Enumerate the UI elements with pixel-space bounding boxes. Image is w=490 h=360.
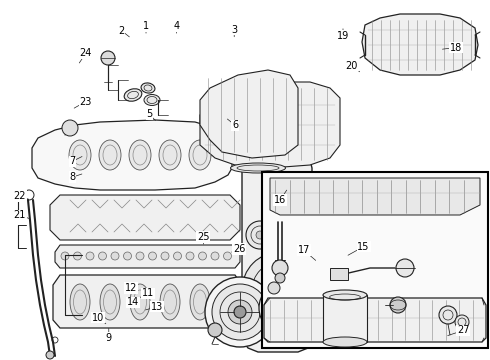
Circle shape xyxy=(173,252,181,260)
Text: 18: 18 xyxy=(450,42,462,53)
Circle shape xyxy=(161,252,169,260)
Polygon shape xyxy=(55,245,240,268)
Text: 5: 5 xyxy=(147,109,152,120)
Circle shape xyxy=(123,252,131,260)
Bar xyxy=(262,172,488,348)
Polygon shape xyxy=(200,70,298,158)
Circle shape xyxy=(228,300,252,324)
Text: 7: 7 xyxy=(70,156,75,166)
Text: 8: 8 xyxy=(70,172,75,182)
Ellipse shape xyxy=(124,89,142,101)
Text: 11: 11 xyxy=(142,288,154,298)
Text: 19: 19 xyxy=(337,31,349,41)
Ellipse shape xyxy=(129,140,151,170)
Text: 14: 14 xyxy=(127,297,140,307)
Polygon shape xyxy=(264,298,486,342)
Circle shape xyxy=(208,323,222,337)
Bar xyxy=(330,268,348,280)
Circle shape xyxy=(198,252,206,260)
Polygon shape xyxy=(32,120,232,190)
Ellipse shape xyxy=(323,337,367,347)
Polygon shape xyxy=(53,275,242,328)
Text: 4: 4 xyxy=(173,21,179,31)
Circle shape xyxy=(101,51,115,65)
Text: 25: 25 xyxy=(197,232,210,242)
Text: 17: 17 xyxy=(297,245,310,255)
Circle shape xyxy=(211,252,219,260)
Circle shape xyxy=(74,252,81,260)
Circle shape xyxy=(286,213,310,237)
Ellipse shape xyxy=(190,284,210,320)
Text: 3: 3 xyxy=(231,24,237,35)
Circle shape xyxy=(396,259,414,277)
Text: 10: 10 xyxy=(92,312,104,323)
Text: 27: 27 xyxy=(457,325,469,336)
Circle shape xyxy=(262,272,298,308)
Ellipse shape xyxy=(160,284,180,320)
Circle shape xyxy=(212,284,268,340)
Circle shape xyxy=(111,252,119,260)
Circle shape xyxy=(61,252,69,260)
Ellipse shape xyxy=(69,140,91,170)
Circle shape xyxy=(136,252,144,260)
Ellipse shape xyxy=(230,163,286,173)
Circle shape xyxy=(390,297,406,313)
Circle shape xyxy=(186,252,194,260)
Circle shape xyxy=(273,296,297,320)
Circle shape xyxy=(268,282,280,294)
Ellipse shape xyxy=(141,83,155,93)
Ellipse shape xyxy=(100,284,120,320)
Text: 26: 26 xyxy=(233,244,245,254)
Ellipse shape xyxy=(159,140,181,170)
Polygon shape xyxy=(270,178,480,215)
Circle shape xyxy=(439,306,457,324)
Text: 20: 20 xyxy=(345,60,358,71)
Circle shape xyxy=(242,252,318,328)
Text: 2: 2 xyxy=(119,26,124,36)
Circle shape xyxy=(234,306,246,318)
Circle shape xyxy=(272,282,288,298)
Ellipse shape xyxy=(215,284,235,320)
Circle shape xyxy=(246,221,274,249)
Text: 9: 9 xyxy=(106,333,112,343)
Circle shape xyxy=(148,252,156,260)
Circle shape xyxy=(205,277,275,347)
Text: 24: 24 xyxy=(79,48,92,58)
Ellipse shape xyxy=(189,140,211,170)
Text: 15: 15 xyxy=(357,242,370,252)
Text: 13: 13 xyxy=(151,302,163,312)
Circle shape xyxy=(272,260,288,276)
Ellipse shape xyxy=(99,140,121,170)
Circle shape xyxy=(259,282,311,334)
Ellipse shape xyxy=(70,284,90,320)
Text: 23: 23 xyxy=(79,96,92,107)
Text: 22: 22 xyxy=(13,191,26,201)
Ellipse shape xyxy=(323,290,367,300)
Text: 6: 6 xyxy=(232,120,238,130)
Bar xyxy=(323,295,367,342)
Circle shape xyxy=(98,252,106,260)
Text: 1: 1 xyxy=(143,21,149,31)
Circle shape xyxy=(46,351,54,359)
Text: 16: 16 xyxy=(274,195,286,205)
Polygon shape xyxy=(200,82,340,168)
Circle shape xyxy=(62,120,78,136)
Circle shape xyxy=(275,273,285,283)
Circle shape xyxy=(223,252,231,260)
Text: 12: 12 xyxy=(125,283,138,293)
Polygon shape xyxy=(242,155,312,352)
Circle shape xyxy=(455,315,469,329)
Polygon shape xyxy=(362,14,478,75)
Ellipse shape xyxy=(144,94,160,105)
Text: 21: 21 xyxy=(13,210,26,220)
Ellipse shape xyxy=(130,284,150,320)
Circle shape xyxy=(86,252,94,260)
Circle shape xyxy=(256,231,264,239)
Polygon shape xyxy=(50,195,240,240)
